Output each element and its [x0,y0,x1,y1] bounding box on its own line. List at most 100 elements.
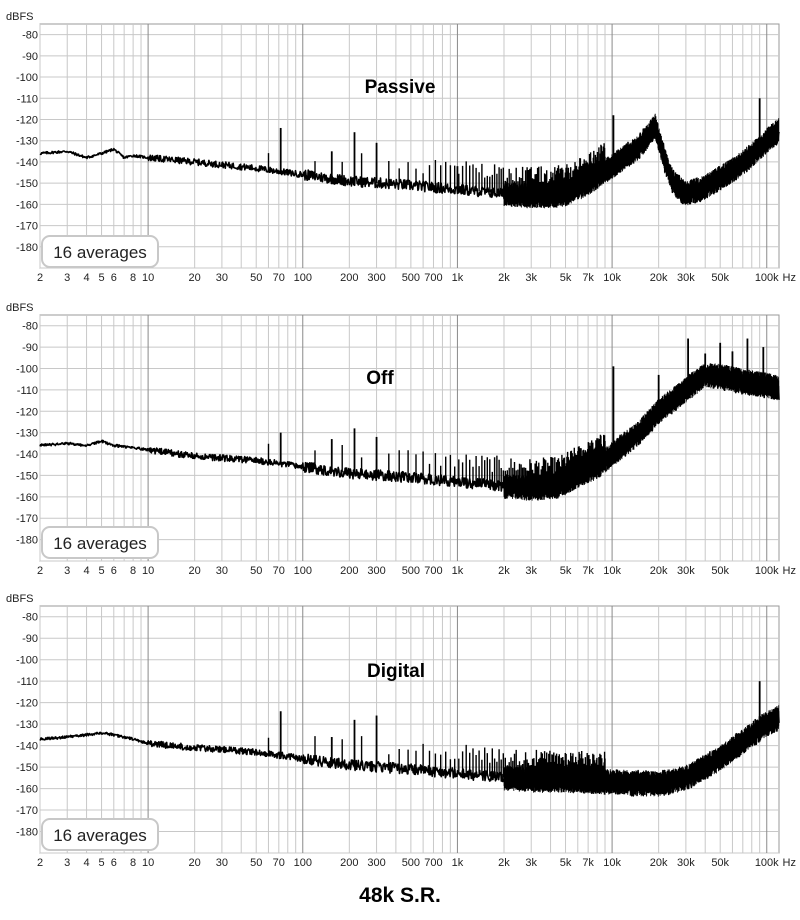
x-tick-label: 500 [402,857,420,869]
x-tick-label: 30k [677,565,695,577]
panel-title: Passive [365,77,436,98]
x-tick-label: 8 [130,565,136,577]
x-tick-label: 30k [677,272,695,284]
averages-badge-label: 16 averages [53,826,147,845]
x-tick-label: 20 [189,565,201,577]
y-tick-label: -110 [17,385,38,397]
x-tick-label: 50k [711,272,729,284]
x-tick-label: 10k [603,272,621,284]
y-tick-label: -140 [16,449,38,461]
x-tick-label: 3 [64,565,70,577]
x-tick-label: 70 [273,272,285,284]
y-tick-label: -100 [16,72,38,84]
x-tick-label: 200 [340,565,358,577]
y-tick-label: -160 [16,199,38,211]
x-tick-label: 700 [424,272,442,284]
x-tick-label: 1k [452,272,464,284]
y-tick-label: -120 [16,406,38,418]
y-tick-label: -120 [16,698,38,710]
y-tick-label: -100 [16,655,38,667]
averages-badge-label: 16 averages [53,534,147,553]
x-tick-label: 100 [294,565,312,577]
x-tick-label: 6 [111,857,117,869]
panel-title: Off [366,368,394,389]
x-tick-label: 7k [582,857,594,869]
x-tick-label: 100k [755,857,779,869]
x-tick-label: 700 [424,565,442,577]
y-tick-label: -130 [16,428,38,440]
y-tick-label: -90 [22,342,38,354]
y-tick-label: -120 [16,114,38,126]
x-tick-label: 8 [130,272,136,284]
y-tick-label: -160 [16,492,38,504]
panel-title: Digital [367,661,425,682]
x-tick-label: 3k [525,565,537,577]
averages-badge-label: 16 averages [53,243,147,262]
y-axis-unit: dBFS [6,593,34,605]
averages-badge [41,526,159,559]
x-tick-label: 4 [83,565,89,577]
x-tick-label: 70 [273,857,285,869]
x-tick-label: 2k [498,857,510,869]
x-tick-label: 30 [216,857,228,869]
x-tick-label: 2 [37,565,43,577]
x-tick-label: 50k [711,565,729,577]
y-tick-label: -140 [16,741,38,753]
y-tick-label: -180 [16,827,38,839]
x-tick-label: 5k [560,272,572,284]
noise-band [503,705,780,797]
y-tick-label: -180 [16,242,38,254]
y-tick-label: -150 [16,470,38,482]
x-tick-label: 4 [83,857,89,869]
plot-area [39,605,780,854]
x-tick-label: 50k [711,857,729,869]
x-tick-label: 50 [250,857,262,869]
noise-band [503,113,780,209]
x-tick-label: 300 [367,272,385,284]
x-tick-label: 5 [98,565,104,577]
y-tick-label: -170 [16,805,38,817]
x-tick-label: 1k [452,565,464,577]
x-tick-label: 30 [216,565,228,577]
x-tick-label: 2k [498,565,510,577]
y-tick-label: -110 [17,93,38,105]
x-tick-label: 5 [98,272,104,284]
x-tick-label: 10 [142,272,154,284]
x-tick-label: 500 [402,272,420,284]
spectrum-panel-2: -80 -90 -100 -110 -120 -130 -140 -150 -160 -170 -1… [6,302,796,577]
y-tick-label: -160 [16,784,38,796]
x-tick-label: 3 [64,857,70,869]
x-tick-label: 2 [37,857,43,869]
y-tick-label: -130 [16,719,38,731]
sample-rate-caption: 48k S.R. [359,884,441,907]
x-tick-label: 10k [603,857,621,869]
x-tick-label: 20k [650,272,668,284]
y-axis-unit: dBFS [6,11,34,23]
x-tick-label: 20 [189,272,201,284]
x-tick-label: 3k [525,272,537,284]
x-tick-label: 500 [402,565,420,577]
y-tick-label: -150 [16,178,38,190]
y-tick-label: -110 [17,676,38,688]
y-tick-label: -80 [22,30,38,42]
y-tick-label: -150 [16,762,38,774]
x-tick-label: 100 [294,272,312,284]
x-tick-label: 700 [424,857,442,869]
x-tick-label: 50 [250,565,262,577]
y-tick-label: -170 [16,221,38,233]
x-tick-label: 1k [452,857,464,869]
averages-badge [41,818,159,851]
x-tick-label: 100k [755,272,779,284]
x-axis-unit: Hz [783,272,796,284]
plot-area [39,314,780,562]
x-tick-label: 6 [111,272,117,284]
x-tick-label: 10k [603,565,621,577]
x-tick-label: 100k [755,565,779,577]
x-tick-label: 5k [560,565,572,577]
x-tick-label: 3 [64,272,70,284]
y-tick-label: -90 [22,51,38,63]
x-tick-label: 10 [142,565,154,577]
spectrum-panel-3: -80 -90 -100 -110 -120 -130 -140 -150 -160 -170 -1… [6,593,796,869]
y-tick-label: -80 [22,321,38,333]
